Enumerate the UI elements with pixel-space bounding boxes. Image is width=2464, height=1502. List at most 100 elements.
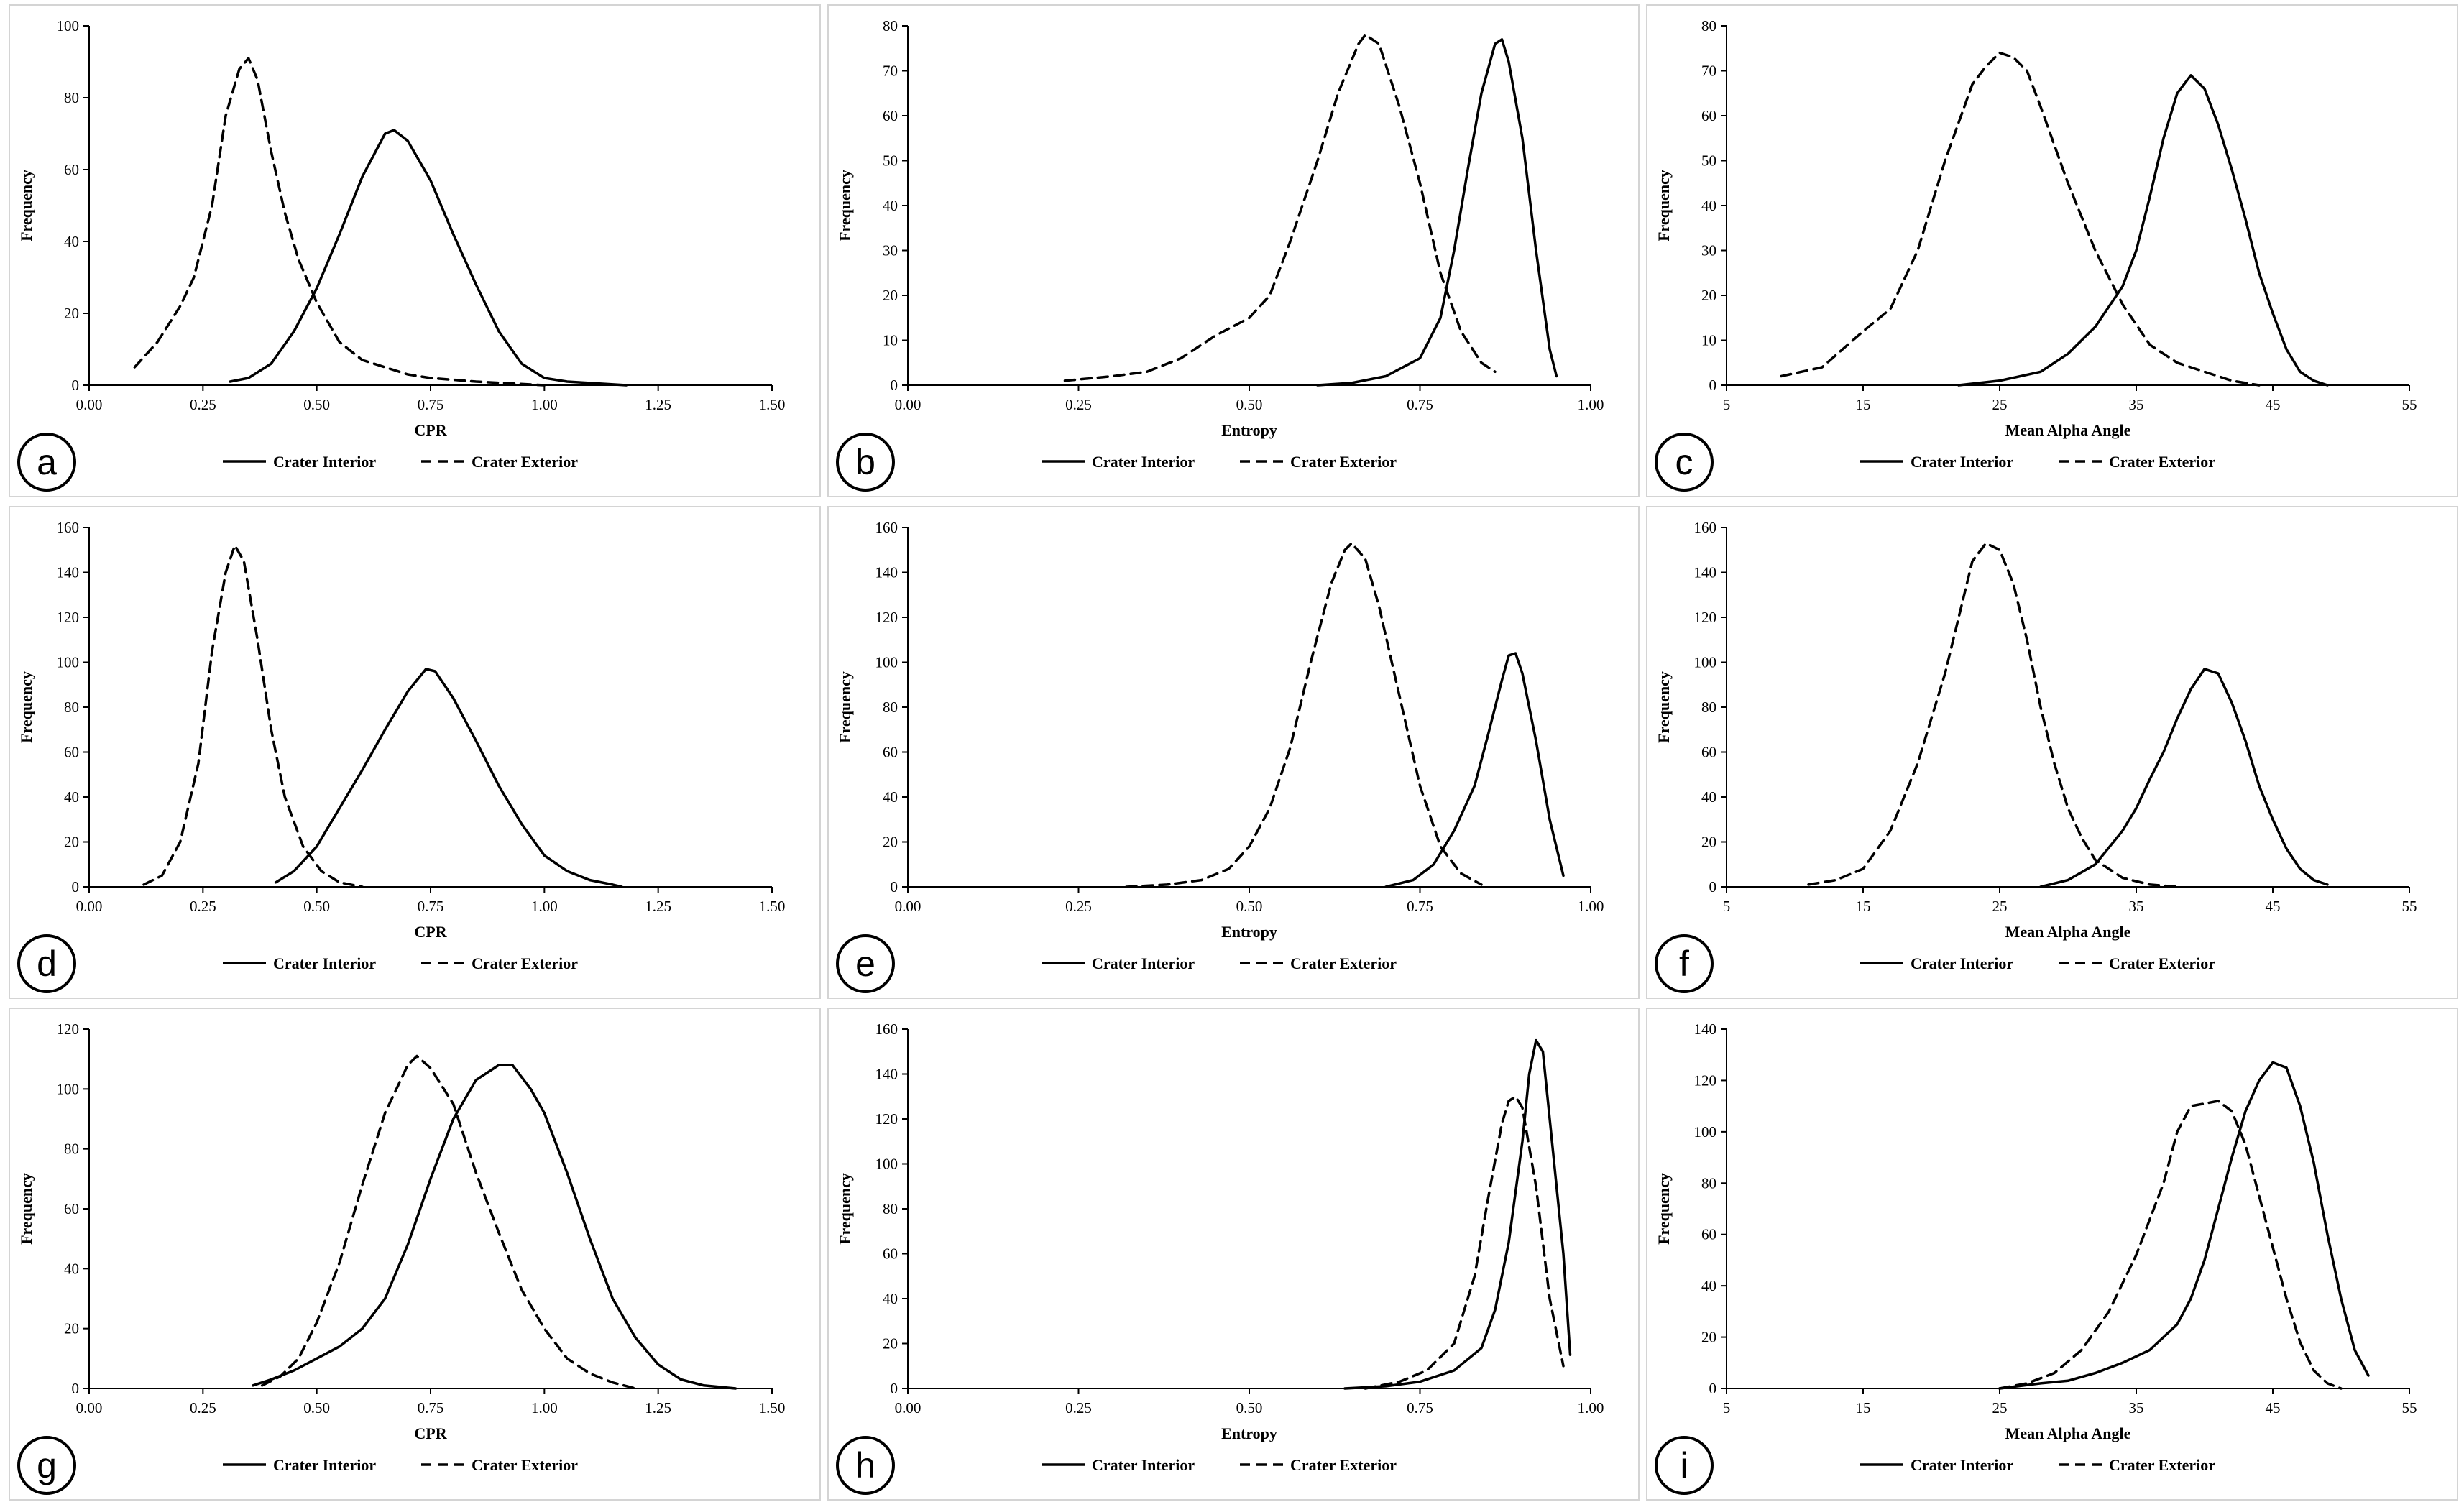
chart-svg: 0 20 40 60 80 100 120 0.00 0.25 0.50 0.75 1.00 1.25 1… <box>17 1020 786 1474</box>
x-tick-label: 0.25 <box>1065 1399 1092 1416</box>
panel-letter-badge: d <box>17 934 76 993</box>
y-tick-label: 0 <box>1709 1380 1717 1397</box>
x-axis-title: CPR <box>414 1424 447 1442</box>
chart-svg: 0 20 40 60 80 100 120 140 5 15 25 35 45 55 Mean Alpha … <box>1655 1020 2417 1474</box>
legend-label-interior: Crater Interior <box>1911 1456 2013 1474</box>
y-tick-label: 140 <box>875 564 898 581</box>
x-tick-label: 0.00 <box>76 1399 103 1416</box>
x-tick-label: 1.25 <box>645 898 671 915</box>
y-tick-label: 160 <box>57 519 80 536</box>
y-axis-title: Frequency <box>1655 671 1673 743</box>
x-tick-label: 0.75 <box>418 1399 444 1416</box>
x-tick-label: 0.00 <box>895 1399 921 1416</box>
y-tick-label: 70 <box>883 63 898 80</box>
y-tick-label: 30 <box>1701 242 1716 259</box>
y-tick-label: 100 <box>57 17 80 34</box>
chart-svg: 0 20 40 60 80 100 0.00 0.25 0.50 0.75 1.00 1.25 1.50… <box>17 17 785 471</box>
x-tick-label: 1.00 <box>1578 898 1604 915</box>
chart-svg: 0 10 20 30 40 50 60 70 80 5 15 25 35 45 55 Mean Alpha A… <box>1655 17 2417 471</box>
y-tick-label: 160 <box>1694 519 1717 536</box>
legend-label-interior: Crater Interior <box>273 1456 376 1474</box>
legend: Crater Interior Crater Exterior <box>1042 453 1397 471</box>
x-tick-label: 25 <box>1992 898 2008 915</box>
series-line-crater-exterior <box>1125 542 1483 888</box>
legend-label-exterior: Crater Exterior <box>2109 453 2215 471</box>
y-tick-label: 40 <box>883 197 898 214</box>
y-tick-label: 60 <box>1701 1226 1716 1243</box>
x-tick-label: 1.00 <box>531 898 558 915</box>
x-tick-label: 45 <box>2266 396 2281 413</box>
series-line-crater-interior <box>229 129 628 387</box>
series-line-crater-exterior <box>1998 1100 2343 1390</box>
series-line-crater-exterior <box>1063 33 1497 382</box>
legend: Crater Interior Crater Exterior <box>1860 1456 2215 1474</box>
y-axis-title: Frequency <box>836 1173 854 1245</box>
legend: Crater Interior Crater Exterior <box>1860 453 2215 471</box>
x-tick-label: 0.25 <box>190 898 216 915</box>
y-tick-label: 60 <box>883 1245 898 1263</box>
panel-letter-badge: i <box>1655 1436 1714 1495</box>
x-tick-label: 5 <box>1723 396 1731 413</box>
y-tick-label: 40 <box>883 1290 898 1307</box>
y-tick-label: 120 <box>1694 1072 1717 1089</box>
x-axis-title: Mean Alpha Angle <box>2005 421 2131 439</box>
y-axis-title: Frequency <box>836 170 854 241</box>
y-tick-label: 20 <box>64 1320 79 1337</box>
chart-panel-e: 0 20 40 60 80 100 120 140 160 0.00 0.25 0.50 0.75 1.0… <box>827 506 1640 999</box>
y-tick-label: 80 <box>64 1141 79 1158</box>
y-axis-title: Frequency <box>17 1173 35 1245</box>
y-tick-label: 70 <box>1701 63 1716 80</box>
x-axis-title: Entropy <box>1221 923 1277 941</box>
y-tick-label: 20 <box>1701 287 1716 304</box>
x-tick-label: 1.50 <box>759 1399 786 1416</box>
y-tick-label: 60 <box>1701 107 1716 124</box>
y-tick-label: 100 <box>57 1080 80 1097</box>
y-tick-label: 40 <box>883 788 898 806</box>
x-tick-label: 0.75 <box>1407 1399 1433 1416</box>
x-tick-label: 5 <box>1723 1399 1731 1416</box>
x-tick-label: 15 <box>1856 396 1871 413</box>
y-axis-title: Frequency <box>17 170 35 241</box>
series-line-crater-interior <box>252 1064 737 1390</box>
x-tick-label: 0.75 <box>418 396 444 413</box>
x-tick-label: 0.50 <box>303 898 330 915</box>
x-tick-label: 0.00 <box>76 396 103 413</box>
x-tick-label: 0.50 <box>1236 898 1263 915</box>
y-tick-label: 0 <box>891 1380 898 1397</box>
y-tick-label: 50 <box>883 152 898 170</box>
y-tick-label: 60 <box>64 744 79 761</box>
x-tick-label: 55 <box>2402 396 2417 413</box>
y-tick-label: 80 <box>1701 1174 1716 1192</box>
legend-label-exterior: Crater Exterior <box>1290 453 1397 471</box>
x-tick-label: 1.00 <box>1578 396 1604 413</box>
x-tick-label: 35 <box>2129 1399 2144 1416</box>
x-tick-label: 55 <box>2402 1399 2417 1416</box>
y-tick-label: 160 <box>875 519 898 536</box>
y-tick-label: 100 <box>875 654 898 671</box>
y-tick-label: 60 <box>1701 744 1716 761</box>
y-tick-label: 100 <box>875 1156 898 1173</box>
y-tick-label: 60 <box>883 744 898 761</box>
y-tick-label: 0 <box>1709 377 1717 394</box>
series-line-crater-interior <box>1316 38 1558 387</box>
x-tick-label: 15 <box>1856 898 1871 915</box>
series-line-crater-exterior <box>133 57 546 387</box>
y-tick-label: 140 <box>1694 1020 1717 1038</box>
x-tick-label: 0.00 <box>895 396 921 413</box>
legend-label-exterior: Crater Exterior <box>2109 954 2215 972</box>
series-line-crater-exterior <box>1780 51 2261 387</box>
chart-svg: 0 20 40 60 80 100 120 140 160 0.00 0.25 0.50 0.75 1.0… <box>836 519 1604 972</box>
legend-label-interior: Crater Interior <box>1911 954 2013 972</box>
legend-label-exterior: Crater Exterior <box>472 1456 578 1474</box>
x-tick-label: 0.25 <box>190 396 216 413</box>
x-tick-label: 25 <box>1992 1399 2008 1416</box>
x-axis-title: Entropy <box>1221 1424 1277 1442</box>
y-tick-label: 140 <box>57 564 80 581</box>
series-line-crater-interior <box>274 668 623 888</box>
x-axis-title: CPR <box>414 421 447 439</box>
x-tick-label: 0.00 <box>76 898 103 915</box>
y-tick-label: 140 <box>875 1066 898 1083</box>
series-line-crater-exterior <box>1807 542 2179 888</box>
y-tick-label: 60 <box>64 1200 79 1217</box>
